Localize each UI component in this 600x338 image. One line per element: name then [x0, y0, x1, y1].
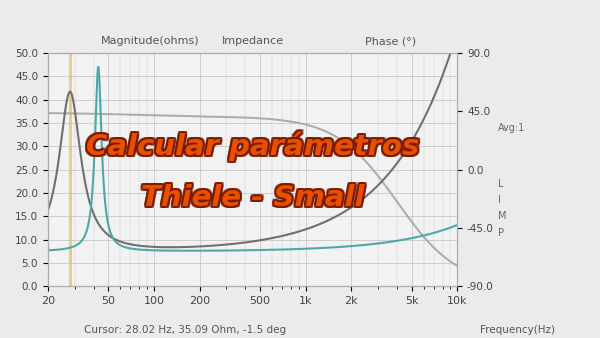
Text: Thiele - Small: Thiele - Small [142, 184, 365, 212]
Text: I: I [498, 195, 501, 205]
Text: Cursor: 28.02 Hz, 35.09 Ohm, -1.5 deg: Cursor: 28.02 Hz, 35.09 Ohm, -1.5 deg [84, 325, 286, 335]
Text: Calcular parámetros: Calcular parámetros [85, 134, 418, 163]
Text: Thiele - Small: Thiele - Small [139, 185, 362, 213]
Text: Calcular parámetros: Calcular parámetros [84, 133, 417, 162]
Text: Calcular parámetros: Calcular parámetros [88, 134, 421, 163]
Text: Calcular parámetros: Calcular parámetros [85, 132, 418, 161]
Text: Thiele - Small: Thiele - Small [141, 184, 364, 212]
Text: Calcular parámetros: Calcular parámetros [84, 134, 417, 163]
Text: Thiele - Small: Thiele - Small [141, 186, 364, 214]
Text: Calcular parámetros: Calcular parámetros [86, 134, 419, 163]
Text: Phase (°): Phase (°) [365, 36, 416, 46]
Text: Thiele - Small: Thiele - Small [140, 185, 363, 213]
Text: Calcular parámetros: Calcular parámetros [85, 133, 418, 162]
Text: Thiele - Small: Thiele - Small [139, 182, 362, 210]
Text: Calcular parámetros: Calcular parámetros [88, 133, 421, 162]
Text: Impedance: Impedance [221, 36, 284, 46]
Text: Calcular parámetros: Calcular parámetros [86, 130, 419, 160]
Text: Thiele - Small: Thiele - Small [142, 185, 365, 213]
Text: L: L [498, 179, 503, 189]
Text: Thiele - Small: Thiele - Small [142, 182, 365, 210]
Text: Thiele - Small: Thiele - Small [142, 186, 365, 214]
Text: Calcular parámetros: Calcular parámetros [85, 130, 418, 159]
Text: P: P [498, 228, 504, 238]
Text: Avg:1: Avg:1 [498, 123, 526, 133]
Text: Calcular parámetros: Calcular parámetros [88, 130, 421, 160]
Text: Calcular parámetros: Calcular parámetros [86, 130, 419, 159]
Text: Thiele - Small: Thiele - Small [140, 184, 363, 212]
Text: Calcular parámetros: Calcular parámetros [86, 133, 419, 162]
Text: Magnitude(ohms): Magnitude(ohms) [101, 36, 200, 46]
Text: Thiele - Small: Thiele - Small [139, 183, 362, 211]
Text: Thiele - Small: Thiele - Small [139, 184, 362, 212]
Text: Thiele - Small: Thiele - Small [143, 186, 367, 214]
Text: Thiele - Small: Thiele - Small [143, 183, 367, 211]
Text: Calcular parámetros: Calcular parámetros [87, 130, 421, 159]
Text: Calcular parámetros: Calcular parámetros [84, 130, 417, 160]
Text: Thiele - Small: Thiele - Small [141, 182, 364, 210]
Text: M: M [498, 211, 506, 221]
Text: Thiele - Small: Thiele - Small [143, 184, 367, 212]
Text: Calcular parámetros: Calcular parámetros [87, 132, 421, 161]
Text: Calcular parámetros: Calcular parámetros [87, 133, 421, 162]
Text: Thiele - Small: Thiele - Small [141, 185, 364, 213]
Text: Calcular parámetros: Calcular parámetros [84, 130, 417, 159]
Text: Thiele - Small: Thiele - Small [143, 182, 367, 210]
Text: Thiele - Small: Thiele - Small [143, 185, 367, 213]
Text: Thiele - Small: Thiele - Small [142, 183, 365, 211]
Text: Frequency(Hz): Frequency(Hz) [480, 325, 555, 335]
Text: Calcular parámetros: Calcular parámetros [87, 134, 421, 163]
Text: Calcular parámetros: Calcular parámetros [84, 132, 417, 161]
Text: Calcular parámetros: Calcular parámetros [85, 130, 418, 160]
Text: Calcular parámetros: Calcular parámetros [87, 130, 421, 160]
Text: Thiele - Small: Thiele - Small [140, 186, 363, 214]
Text: Calcular parámetros: Calcular parámetros [88, 132, 421, 161]
Text: Thiele - Small: Thiele - Small [141, 183, 364, 211]
Text: Calcular parámetros: Calcular parámetros [88, 130, 421, 159]
Text: Thiele - Small: Thiele - Small [140, 182, 363, 210]
Text: Thiele - Small: Thiele - Small [140, 183, 363, 211]
Text: Thiele - Small: Thiele - Small [139, 186, 362, 214]
Text: Calcular parámetros: Calcular parámetros [86, 132, 419, 161]
